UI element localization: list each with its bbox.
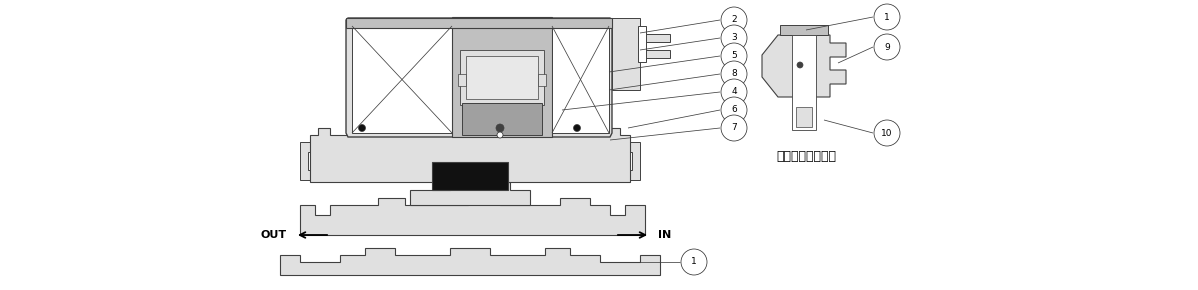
Text: 2: 2 (731, 15, 737, 24)
Circle shape (358, 124, 365, 131)
Bar (432, 162, 508, 190)
Circle shape (721, 97, 748, 123)
Polygon shape (346, 18, 612, 137)
Polygon shape (300, 142, 317, 180)
Text: 10: 10 (882, 128, 893, 137)
Bar (552, 26, 609, 133)
Text: 9: 9 (884, 43, 890, 52)
Circle shape (574, 124, 581, 131)
Circle shape (797, 62, 803, 68)
Circle shape (875, 4, 900, 30)
Bar (462, 103, 541, 135)
Bar (639, 26, 646, 62)
Bar (795, 107, 812, 127)
Circle shape (721, 61, 748, 87)
Circle shape (496, 124, 504, 132)
Polygon shape (410, 182, 530, 205)
Bar (458, 74, 466, 86)
Circle shape (721, 79, 748, 105)
Text: 4: 4 (731, 88, 737, 97)
Text: 3: 3 (731, 34, 737, 43)
Text: 1: 1 (691, 258, 697, 267)
Polygon shape (300, 198, 645, 235)
Circle shape (875, 34, 900, 60)
Circle shape (875, 120, 900, 146)
Circle shape (721, 43, 748, 69)
Bar (792, 35, 816, 130)
Text: IN: IN (658, 230, 671, 240)
Text: OUT: OUT (261, 230, 288, 240)
Text: 7: 7 (731, 124, 737, 133)
Text: 6: 6 (731, 106, 737, 115)
Bar (460, 50, 544, 105)
Bar (640, 34, 670, 42)
Circle shape (721, 115, 748, 141)
Bar (452, 17, 552, 137)
Bar (466, 56, 538, 99)
Text: ワンタッチ管継手: ワンタッチ管継手 (776, 151, 836, 164)
Bar (346, 18, 612, 28)
Bar (538, 74, 546, 86)
Text: 5: 5 (731, 52, 737, 61)
Polygon shape (622, 142, 640, 180)
Text: 8: 8 (731, 70, 737, 79)
Polygon shape (762, 35, 846, 97)
Polygon shape (612, 18, 640, 90)
Bar (352, 26, 452, 133)
Circle shape (721, 25, 748, 51)
Text: 1: 1 (884, 12, 890, 21)
Polygon shape (310, 128, 630, 182)
Bar (780, 25, 828, 35)
Circle shape (680, 249, 707, 275)
Circle shape (497, 132, 503, 138)
Circle shape (721, 7, 748, 33)
Bar (640, 50, 670, 58)
Polygon shape (280, 248, 660, 275)
